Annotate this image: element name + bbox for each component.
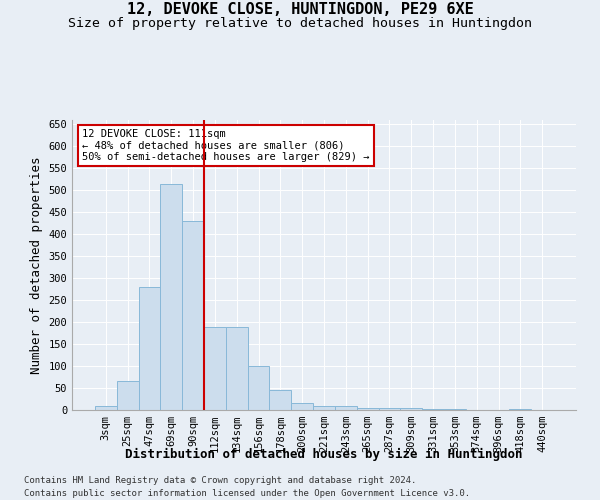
Text: Distribution of detached houses by size in Huntingdon: Distribution of detached houses by size … [125, 448, 523, 460]
Bar [335, 406, 357, 410]
Bar [444, 408, 466, 410]
Text: 12 DEVOKE CLOSE: 111sqm
← 48% of detached houses are smaller (806)
50% of semi-d: 12 DEVOKE CLOSE: 111sqm ← 48% of detache… [82, 128, 370, 162]
Bar [160, 184, 182, 410]
Bar [313, 406, 335, 410]
Text: 12, DEVOKE CLOSE, HUNTINGDON, PE29 6XE: 12, DEVOKE CLOSE, HUNTINGDON, PE29 6XE [127, 2, 473, 18]
Text: Contains public sector information licensed under the Open Government Licence v3: Contains public sector information licen… [24, 489, 470, 498]
Bar [422, 408, 444, 410]
Bar [379, 408, 400, 410]
Text: Contains HM Land Registry data © Crown copyright and database right 2024.: Contains HM Land Registry data © Crown c… [24, 476, 416, 485]
Bar [291, 404, 313, 410]
Bar [95, 406, 117, 410]
Bar [509, 408, 531, 410]
Text: Size of property relative to detached houses in Huntingdon: Size of property relative to detached ho… [68, 18, 532, 30]
Bar [269, 390, 291, 410]
Bar [357, 408, 379, 410]
Bar [400, 408, 422, 410]
Bar [139, 287, 160, 410]
Y-axis label: Number of detached properties: Number of detached properties [30, 156, 43, 374]
Bar [248, 366, 269, 410]
Bar [204, 326, 226, 410]
Bar [117, 382, 139, 410]
Bar [226, 326, 248, 410]
Bar [182, 221, 204, 410]
